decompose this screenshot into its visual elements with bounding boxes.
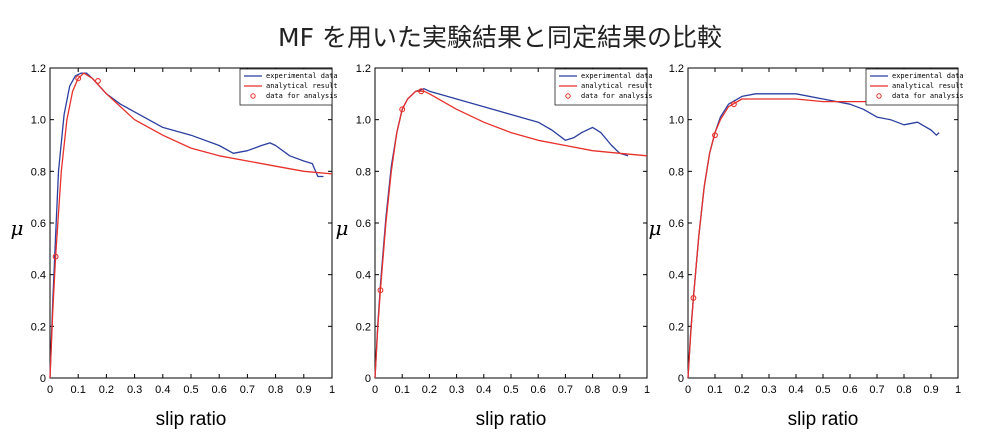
x-tick-label: 0 (685, 384, 691, 396)
legend-label: analytical result (581, 82, 653, 90)
experimental-line (687, 93, 940, 379)
y-tick-label: 0 (365, 373, 371, 385)
chart-1: 0 0.1 0.2 0.3 0.4 0.5 0.6 0.7 0.8 0.9 1 0 0.2 0.4 0.6 0… (11, 63, 338, 430)
y-tick-label: 0 (40, 373, 46, 385)
analysis-point (730, 101, 737, 108)
legend-label: analytical result (266, 82, 338, 90)
y-tick-label: 0.8 (669, 166, 684, 178)
experimental-line (374, 88, 629, 379)
x-tick-label: 0.4 (788, 384, 803, 396)
legend-box (554, 68, 648, 106)
plot-frame (687, 67, 959, 379)
x-tick-label: 0.3 (127, 384, 142, 396)
y-axis-label: μ (336, 216, 349, 240)
x-tick-label: 0.3 (761, 384, 776, 396)
y-tick-label: 1.2 (669, 63, 684, 75)
analysis-point (94, 77, 101, 84)
analytical-line (687, 98, 958, 379)
x-tick-label: 0 (47, 384, 53, 396)
x-tick-label: 0.6 (212, 384, 227, 396)
y-tick-label: 1.2 (31, 63, 46, 75)
x-tick-label: 0.5 (183, 384, 198, 396)
analysis-point (690, 294, 697, 301)
x-tick-label: 0.2 (99, 384, 114, 396)
analytical-line (49, 72, 333, 379)
analysis-point (52, 253, 59, 260)
x-tick-label: 0.8 (585, 384, 600, 396)
x-tick-label: 0.9 (612, 384, 627, 396)
legend-label: experimental data (581, 72, 653, 80)
y-tick-label: 1.0 (669, 115, 684, 127)
x-tick-label: 0.1 (707, 384, 722, 396)
analysis-point (418, 88, 425, 95)
y-tick-label: 0 (678, 373, 684, 385)
y-tick-label: 0.8 (356, 166, 371, 178)
chart-3: 0 0.1 0.2 0.3 0.4 0.5 0.6 0.7 0.8 0.9 1 0 0.2 0.4 0.6 0… (649, 63, 964, 430)
analytical-line (374, 90, 648, 379)
y-tick-label: 0.2 (356, 321, 371, 333)
x-tick-label: 1 (329, 384, 335, 396)
legend-label: experimental data (892, 72, 964, 80)
legend-label: experimental data (266, 72, 338, 80)
legend-marker (250, 93, 256, 99)
y-tick-label: 0.4 (669, 270, 684, 282)
x-tick-label: 0.5 (815, 384, 830, 396)
y-axis-label: μ (11, 216, 24, 240)
legend-marker (876, 93, 882, 99)
x-axis-label: slip ratio (156, 409, 227, 430)
x-tick-label: 0.7 (869, 384, 884, 396)
legend-box (239, 68, 333, 106)
y-axis-label: μ (649, 216, 662, 240)
x-tick-label: 0.6 (531, 384, 546, 396)
x-tick-label: 0.3 (449, 384, 464, 396)
x-tick-label: 0.7 (558, 384, 573, 396)
chart-2: 0 0.1 0.2 0.3 0.4 0.5 0.6 0.7 0.8 0.9 1 0 0.2 0.4 0.6 0… (336, 63, 653, 430)
analysis-point (377, 287, 384, 294)
x-tick-label: 0.9 (923, 384, 938, 396)
y-tick-label: 0.4 (356, 270, 371, 282)
y-tick-label: 1.2 (356, 63, 371, 75)
legend-label: data for analysis (581, 92, 653, 100)
x-tick-label: 0.5 (503, 384, 518, 396)
x-tick-label: 0 (372, 384, 378, 396)
y-tick-label: 0.2 (669, 321, 684, 333)
analysis-point (712, 132, 718, 139)
x-tick-label: 0.6 (842, 384, 857, 396)
x-tick-label: 0.7 (240, 384, 255, 396)
y-tick-label: 0.8 (31, 166, 46, 178)
y-tick-label: 0.6 (31, 218, 46, 230)
page-title: MF を用いた実験結果と同定結果の比較 (278, 23, 722, 52)
x-tick-label: 0.2 (734, 384, 749, 396)
analysis-point (75, 75, 82, 82)
y-tick-label: 0.6 (356, 218, 371, 230)
legend-box (865, 68, 959, 106)
x-tick-label: 0.1 (395, 384, 410, 396)
y-tick-label: 0.2 (31, 321, 46, 333)
x-tick-label: 0.8 (268, 384, 283, 396)
y-tick-label: 0.6 (669, 218, 684, 230)
x-axis-label: slip ratio (476, 409, 547, 430)
x-tick-label: 1 (644, 384, 650, 396)
y-tick-label: 1.0 (356, 115, 371, 127)
y-tick-label: 1.0 (31, 115, 46, 127)
legend-label: analytical result (892, 82, 964, 90)
x-axis-label: slip ratio (788, 409, 859, 430)
x-tick-label: 0.4 (155, 384, 170, 396)
experimental-line (49, 72, 324, 379)
y-tick-label: 0.4 (31, 270, 46, 282)
x-tick-label: 0.1 (71, 384, 86, 396)
legend-label: data for analysis (266, 92, 338, 100)
x-tick-label: 1 (955, 384, 961, 396)
x-tick-label: 0.2 (422, 384, 437, 396)
x-tick-label: 0.8 (896, 384, 911, 396)
x-tick-label: 0.9 (296, 384, 311, 396)
analysis-point (399, 106, 406, 113)
plot-frame (49, 67, 333, 379)
legend-marker (565, 93, 571, 99)
legend-label: data for analysis (892, 92, 964, 100)
x-tick-label: 0.4 (476, 384, 491, 396)
